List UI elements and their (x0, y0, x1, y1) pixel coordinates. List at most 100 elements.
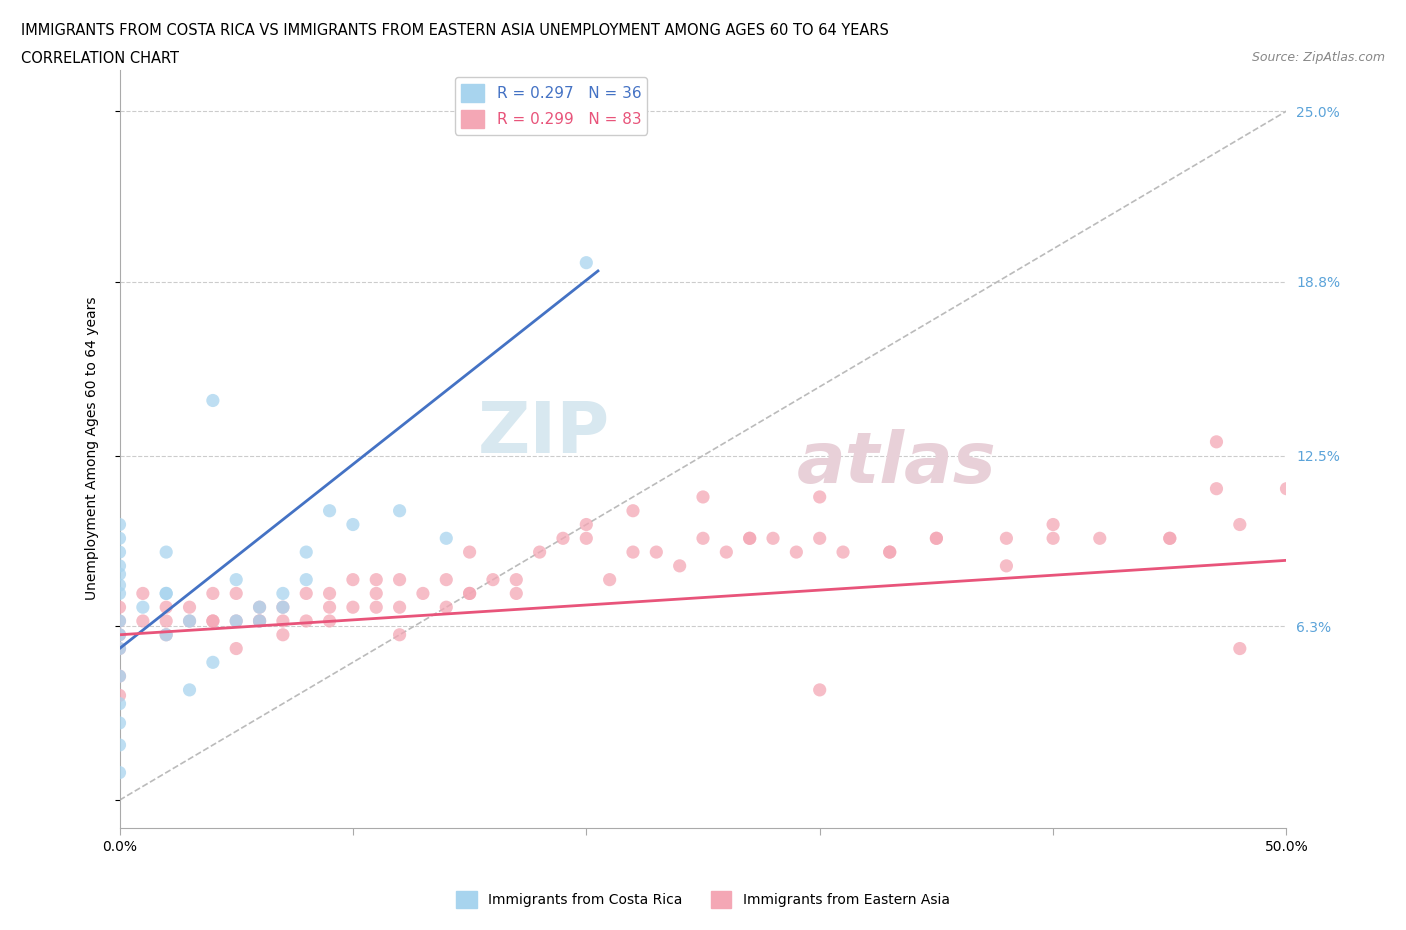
Point (808, 531, 831, 546)
Point (366, 586, 388, 601)
Text: CORRELATION CHART: CORRELATION CHART (21, 51, 179, 66)
Point (108, 614, 131, 629)
Point (295, 614, 318, 629)
Point (295, 586, 318, 601)
Point (155, 586, 177, 601)
Point (108, 669, 131, 684)
Point (108, 531, 131, 546)
Point (271, 628, 294, 643)
Point (132, 614, 155, 629)
Point (108, 578, 131, 592)
Point (995, 531, 1018, 546)
Point (529, 545, 551, 560)
Point (179, 683, 201, 698)
Point (434, 600, 457, 615)
Point (155, 628, 177, 643)
Point (108, 715, 131, 730)
Point (692, 531, 714, 546)
Text: Source: ZipAtlas.com: Source: ZipAtlas.com (1251, 51, 1385, 64)
Point (318, 600, 340, 615)
Point (1205, 434, 1227, 449)
Point (482, 572, 505, 587)
Point (458, 545, 481, 560)
Point (108, 765, 131, 780)
Point (271, 600, 294, 615)
Point (342, 572, 364, 587)
Point (155, 614, 177, 629)
Point (179, 614, 201, 629)
Point (1205, 481, 1227, 496)
Point (388, 572, 411, 587)
Point (108, 669, 131, 684)
Point (832, 545, 855, 560)
Text: ZIP: ZIP (478, 399, 610, 468)
Point (645, 545, 668, 560)
Point (201, 586, 224, 601)
Point (295, 572, 318, 587)
Point (201, 393, 224, 408)
Point (318, 586, 340, 601)
Point (738, 531, 761, 546)
Point (412, 586, 434, 601)
Point (925, 531, 948, 546)
Point (155, 586, 177, 601)
Point (1088, 531, 1111, 546)
Point (668, 558, 690, 573)
Point (108, 566, 131, 581)
Point (249, 614, 271, 629)
Point (225, 614, 247, 629)
Legend: Immigrants from Costa Rica, Immigrants from Eastern Asia: Immigrants from Costa Rica, Immigrants f… (451, 885, 955, 914)
Point (1159, 531, 1181, 546)
Point (366, 572, 388, 587)
Point (249, 600, 271, 615)
Point (1042, 517, 1064, 532)
Point (155, 600, 177, 615)
Point (551, 531, 574, 546)
Point (108, 545, 131, 560)
Point (1159, 531, 1181, 546)
Point (366, 600, 388, 615)
Point (132, 586, 155, 601)
Point (108, 628, 131, 643)
Point (108, 697, 131, 711)
Point (108, 517, 131, 532)
Point (108, 614, 131, 629)
Point (155, 628, 177, 643)
Point (458, 586, 481, 601)
Point (808, 489, 831, 504)
Text: IMMIGRANTS FROM COSTA RICA VS IMMIGRANTS FROM EASTERN ASIA UNEMPLOYMENT AMONG AG: IMMIGRANTS FROM COSTA RICA VS IMMIGRANTS… (21, 23, 889, 38)
Point (388, 628, 411, 643)
Point (108, 586, 131, 601)
Point (318, 614, 340, 629)
Point (785, 545, 807, 560)
Text: atlas: atlas (796, 430, 995, 498)
Point (201, 655, 224, 670)
Point (505, 586, 527, 601)
Point (762, 531, 785, 546)
Point (201, 614, 224, 629)
Point (995, 558, 1018, 573)
Point (179, 600, 201, 615)
Point (271, 586, 294, 601)
Point (108, 737, 131, 752)
Point (1042, 531, 1064, 546)
Point (108, 628, 131, 643)
Point (388, 600, 411, 615)
Point (879, 545, 901, 560)
Point (575, 517, 598, 532)
Point (505, 572, 527, 587)
Point (271, 614, 294, 629)
Point (108, 688, 131, 703)
Point (692, 489, 714, 504)
Point (201, 614, 224, 629)
Point (621, 503, 644, 518)
Point (132, 600, 155, 615)
Point (108, 558, 131, 573)
Point (716, 545, 738, 560)
Point (575, 531, 598, 546)
Point (342, 600, 364, 615)
Point (155, 545, 177, 560)
Y-axis label: Unemployment Among Ages 60 to 64 years: Unemployment Among Ages 60 to 64 years (84, 297, 98, 601)
Point (879, 545, 901, 560)
Point (621, 545, 644, 560)
